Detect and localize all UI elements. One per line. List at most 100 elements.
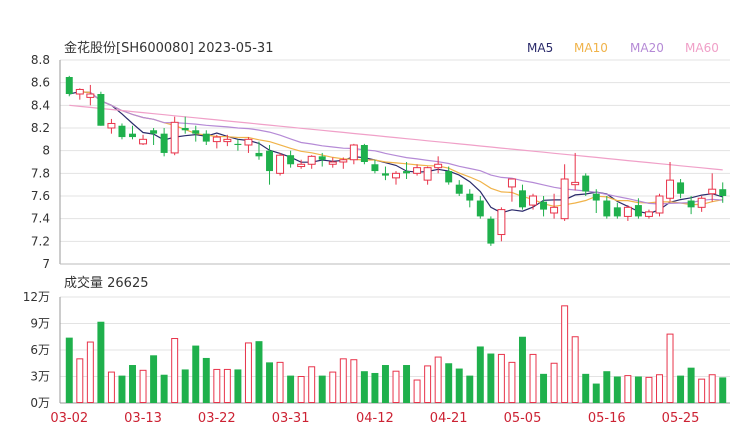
price-y-tick: 7.8	[31, 166, 50, 180]
volume-y-axis: 12万 9万 6万 3万 0万	[23, 290, 50, 410]
candle-body-down	[65, 77, 73, 94]
volume-bar-down	[371, 372, 379, 403]
candle-body-up	[623, 206, 632, 217]
volume-bar-down	[603, 371, 611, 403]
volume-y-tick: 12万	[23, 290, 50, 304]
candle-body-down	[687, 200, 695, 208]
volume-bar-up	[244, 342, 252, 403]
candle-body-up	[307, 155, 316, 165]
x-tick: 05-05	[504, 411, 542, 426]
candle-body-up	[75, 88, 84, 95]
candle-body-up	[413, 167, 422, 174]
volume-bar-down	[677, 375, 685, 403]
candle-body-down	[287, 155, 295, 165]
volume-bar-down	[719, 377, 727, 403]
candle-body-up	[86, 93, 95, 98]
x-tick: 03-31	[272, 411, 310, 426]
price-y-tick: 8.6	[31, 76, 50, 90]
candle-body-up	[392, 172, 400, 179]
candle-body-down	[603, 200, 611, 217]
candle-body-down	[192, 130, 200, 134]
volume-bar-up	[434, 356, 442, 404]
candle-body-down	[476, 200, 484, 217]
volume-bar-down	[129, 365, 136, 403]
candle-body-down	[118, 125, 126, 138]
candle-body-down	[318, 156, 326, 160]
volume-bar-up	[624, 375, 632, 404]
candle-body-up	[276, 154, 285, 174]
volume-y-tick: 0万	[30, 396, 50, 410]
volume-bar-down	[634, 376, 642, 403]
volume-bar-down	[160, 374, 168, 403]
x-tick: 04-12	[356, 411, 394, 426]
candle-body-down	[181, 128, 189, 131]
candle-body-up	[507, 178, 516, 188]
volume-bar-up	[529, 353, 537, 403]
candle-body-down	[719, 189, 727, 196]
volume-bar-down	[192, 345, 200, 403]
candle-body-down	[634, 205, 642, 217]
candle-body-down	[160, 133, 168, 153]
candle-body-up	[244, 138, 253, 146]
volume-bar-up	[350, 359, 358, 404]
legend-ma60: MA60	[685, 41, 719, 55]
candle-body-down	[403, 171, 411, 174]
candle-body-down	[97, 94, 105, 126]
x-tick: 05-16	[588, 411, 626, 426]
volume-bar-down	[613, 376, 621, 403]
volume-bar-up	[76, 358, 84, 404]
ma-legend: MA5 MA10 MA20 MA60	[527, 41, 719, 55]
volume-y-tick: 6万	[30, 343, 50, 357]
volume-bar-up	[708, 374, 716, 404]
candle-body-up	[223, 138, 232, 143]
volume-bar-down	[403, 365, 411, 403]
volume-bar-up	[171, 338, 179, 403]
volume-bar-down	[687, 367, 695, 403]
candle-body-down	[592, 193, 600, 201]
x-tick: 03-13	[124, 411, 162, 426]
volume-bar-down	[487, 353, 495, 403]
candle-body-up	[666, 179, 675, 199]
candle-body-down	[129, 133, 136, 138]
candle-body-up	[212, 136, 221, 143]
volume-bar-up	[497, 353, 505, 403]
price-y-tick: 8	[42, 144, 50, 158]
volume-bar-up	[392, 370, 400, 404]
candle-body-down	[202, 133, 210, 142]
price-y-tick: 7	[42, 257, 50, 271]
volume-bar-down	[381, 365, 389, 403]
candle-body-up	[434, 163, 443, 169]
volume-bar-down	[476, 346, 484, 403]
volume-bar-down	[150, 355, 158, 403]
volume-bar-down	[202, 357, 210, 403]
candle-body-down	[540, 201, 548, 210]
candle-body-down	[455, 184, 463, 194]
x-tick: 03-02	[50, 411, 88, 426]
candle-body-down	[371, 164, 379, 172]
candle-body-up	[550, 206, 559, 214]
candle-body-down	[255, 152, 263, 157]
candle-body-up	[571, 181, 580, 186]
candle-body-down	[381, 173, 389, 176]
volume-bar-down	[318, 375, 326, 403]
candle-body-up	[497, 209, 506, 236]
candle-body-up	[297, 163, 306, 168]
candle-body-up	[349, 144, 358, 161]
price-y-tick: 7.2	[31, 234, 50, 248]
volume-bar-up	[213, 368, 221, 403]
volume-bar-down	[455, 368, 463, 403]
volume-bar-down	[181, 369, 189, 403]
legend-ma20: MA20	[630, 41, 664, 55]
volume-bar-up	[698, 378, 706, 403]
candle-body-up	[655, 195, 664, 214]
volume-bar-down	[255, 341, 263, 403]
volume-bar-up	[297, 376, 305, 403]
candle-body-up	[107, 122, 116, 129]
volume-bar-up	[550, 362, 558, 403]
volume-bar-down	[582, 373, 590, 403]
candle-body-down	[360, 145, 368, 162]
candle-body-down	[466, 193, 474, 201]
price-y-tick: 8.4	[31, 98, 50, 112]
volume-bar-up	[308, 366, 316, 403]
